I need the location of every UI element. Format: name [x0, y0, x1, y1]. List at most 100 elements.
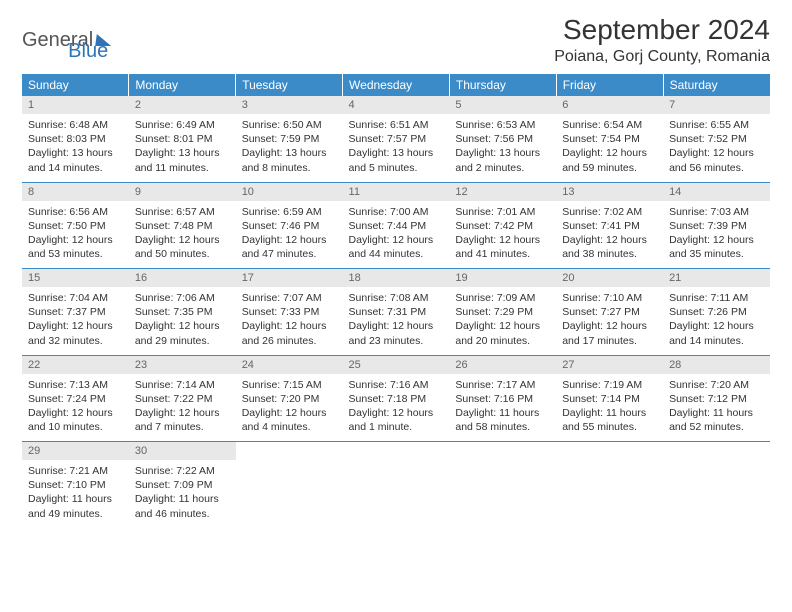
location-label: Poiana, Gorj County, Romania — [554, 48, 770, 66]
day-number: 30 — [129, 442, 236, 460]
day-line-d1: Daylight: 12 hours — [562, 233, 657, 247]
day-line-sunrise: Sunrise: 6:49 AM — [135, 118, 230, 132]
week-row: 29Sunrise: 7:21 AMSunset: 7:10 PMDayligh… — [22, 442, 770, 528]
day-content: 3Sunrise: 6:50 AMSunset: 7:59 PMDaylight… — [236, 96, 343, 179]
day-cell — [449, 442, 556, 528]
day-line-d2: and 50 minutes. — [135, 247, 230, 261]
day-content: 5Sunrise: 6:53 AMSunset: 7:56 PMDaylight… — [449, 96, 556, 179]
day-line-sunset: Sunset: 7:14 PM — [562, 392, 657, 406]
day-cell: 29Sunrise: 7:21 AMSunset: 7:10 PMDayligh… — [22, 442, 129, 528]
day-line-sunset: Sunset: 7:54 PM — [562, 132, 657, 146]
day-content: 9Sunrise: 6:57 AMSunset: 7:48 PMDaylight… — [129, 183, 236, 266]
day-cell — [556, 442, 663, 528]
day-line-sunset: Sunset: 7:41 PM — [562, 219, 657, 233]
day-line-sunset: Sunset: 7:42 PM — [455, 219, 550, 233]
day-line-d1: Daylight: 12 hours — [349, 406, 444, 420]
day-header: Sunday — [22, 74, 129, 96]
day-line-sunset: Sunset: 7:20 PM — [242, 392, 337, 406]
day-line-d2: and 2 minutes. — [455, 161, 550, 175]
day-line-sunset: Sunset: 7:37 PM — [28, 305, 123, 319]
day-line-d1: Daylight: 12 hours — [28, 406, 123, 420]
day-cell — [663, 442, 770, 528]
day-line-sunrise: Sunrise: 7:21 AM — [28, 464, 123, 478]
day-number: 17 — [236, 269, 343, 287]
month-title: September 2024 — [554, 14, 770, 46]
day-number: 21 — [663, 269, 770, 287]
day-header: Friday — [556, 74, 663, 96]
day-number: 12 — [449, 183, 556, 201]
day-line-d2: and 8 minutes. — [242, 161, 337, 175]
day-line-d1: Daylight: 12 hours — [28, 319, 123, 333]
day-line-d1: Daylight: 13 hours — [242, 146, 337, 160]
day-number: 28 — [663, 356, 770, 374]
day-content: 29Sunrise: 7:21 AMSunset: 7:10 PMDayligh… — [22, 442, 129, 525]
day-line-sunset: Sunset: 7:57 PM — [349, 132, 444, 146]
day-content: 19Sunrise: 7:09 AMSunset: 7:29 PMDayligh… — [449, 269, 556, 352]
day-cell: 28Sunrise: 7:20 AMSunset: 7:12 PMDayligh… — [663, 356, 770, 442]
day-number: 25 — [343, 356, 450, 374]
day-line-sunset: Sunset: 7:59 PM — [242, 132, 337, 146]
day-line-d2: and 52 minutes. — [669, 420, 764, 434]
day-header: Saturday — [663, 74, 770, 96]
day-header: Thursday — [449, 74, 556, 96]
day-line-sunrise: Sunrise: 6:53 AM — [455, 118, 550, 132]
day-number: 5 — [449, 96, 556, 114]
day-line-sunrise: Sunrise: 7:10 AM — [562, 291, 657, 305]
day-content: 24Sunrise: 7:15 AMSunset: 7:20 PMDayligh… — [236, 356, 343, 439]
day-header: Wednesday — [343, 74, 450, 96]
day-line-sunrise: Sunrise: 6:57 AM — [135, 205, 230, 219]
day-line-d1: Daylight: 12 hours — [669, 319, 764, 333]
day-line-sunset: Sunset: 7:29 PM — [455, 305, 550, 319]
day-number: 20 — [556, 269, 663, 287]
day-line-sunrise: Sunrise: 7:04 AM — [28, 291, 123, 305]
day-line-d2: and 35 minutes. — [669, 247, 764, 261]
day-number: 14 — [663, 183, 770, 201]
day-content: 28Sunrise: 7:20 AMSunset: 7:12 PMDayligh… — [663, 356, 770, 439]
day-line-d1: Daylight: 12 hours — [135, 233, 230, 247]
day-line-sunrise: Sunrise: 7:03 AM — [669, 205, 764, 219]
week-row: 8Sunrise: 6:56 AMSunset: 7:50 PMDaylight… — [22, 183, 770, 269]
week-row: 15Sunrise: 7:04 AMSunset: 7:37 PMDayligh… — [22, 269, 770, 355]
day-number: 13 — [556, 183, 663, 201]
day-line-sunset: Sunset: 7:33 PM — [242, 305, 337, 319]
day-content: 7Sunrise: 6:55 AMSunset: 7:52 PMDaylight… — [663, 96, 770, 179]
day-content: 1Sunrise: 6:48 AMSunset: 8:03 PMDaylight… — [22, 96, 129, 179]
day-content: 8Sunrise: 6:56 AMSunset: 7:50 PMDaylight… — [22, 183, 129, 266]
day-cell: 21Sunrise: 7:11 AMSunset: 7:26 PMDayligh… — [663, 269, 770, 355]
day-content: 22Sunrise: 7:13 AMSunset: 7:24 PMDayligh… — [22, 356, 129, 439]
day-cell: 3Sunrise: 6:50 AMSunset: 7:59 PMDaylight… — [236, 96, 343, 182]
day-line-d1: Daylight: 11 hours — [669, 406, 764, 420]
day-line-sunset: Sunset: 7:56 PM — [455, 132, 550, 146]
header: General Blue September 2024 Poiana, Gorj… — [22, 14, 770, 66]
day-line-sunset: Sunset: 7:35 PM — [135, 305, 230, 319]
day-cell: 5Sunrise: 6:53 AMSunset: 7:56 PMDaylight… — [449, 96, 556, 182]
day-line-sunrise: Sunrise: 6:48 AM — [28, 118, 123, 132]
day-line-d1: Daylight: 12 hours — [669, 233, 764, 247]
day-header-row: Sunday Monday Tuesday Wednesday Thursday… — [22, 74, 770, 96]
day-line-d1: Daylight: 11 hours — [455, 406, 550, 420]
day-number: 7 — [663, 96, 770, 114]
title-block: September 2024 Poiana, Gorj County, Roma… — [554, 14, 770, 66]
day-content: 18Sunrise: 7:08 AMSunset: 7:31 PMDayligh… — [343, 269, 450, 352]
day-cell: 1Sunrise: 6:48 AMSunset: 8:03 PMDaylight… — [22, 96, 129, 182]
week-row: 22Sunrise: 7:13 AMSunset: 7:24 PMDayligh… — [22, 356, 770, 442]
day-line-sunrise: Sunrise: 7:09 AM — [455, 291, 550, 305]
day-line-sunset: Sunset: 7:46 PM — [242, 219, 337, 233]
day-line-sunrise: Sunrise: 7:02 AM — [562, 205, 657, 219]
day-cell: 2Sunrise: 6:49 AMSunset: 8:01 PMDaylight… — [129, 96, 236, 182]
day-number: 3 — [236, 96, 343, 114]
day-line-d2: and 46 minutes. — [135, 507, 230, 521]
day-number: 1 — [22, 96, 129, 114]
week-row: 1Sunrise: 6:48 AMSunset: 8:03 PMDaylight… — [22, 96, 770, 182]
day-line-d2: and 4 minutes. — [242, 420, 337, 434]
day-line-d1: Daylight: 11 hours — [562, 406, 657, 420]
day-content: 15Sunrise: 7:04 AMSunset: 7:37 PMDayligh… — [22, 269, 129, 352]
day-line-d1: Daylight: 12 hours — [455, 233, 550, 247]
day-line-d2: and 5 minutes. — [349, 161, 444, 175]
day-line-sunset: Sunset: 7:24 PM — [28, 392, 123, 406]
day-number: 4 — [343, 96, 450, 114]
day-cell: 22Sunrise: 7:13 AMSunset: 7:24 PMDayligh… — [22, 356, 129, 442]
day-line-d2: and 59 minutes. — [562, 161, 657, 175]
day-number: 22 — [22, 356, 129, 374]
day-cell: 30Sunrise: 7:22 AMSunset: 7:09 PMDayligh… — [129, 442, 236, 528]
